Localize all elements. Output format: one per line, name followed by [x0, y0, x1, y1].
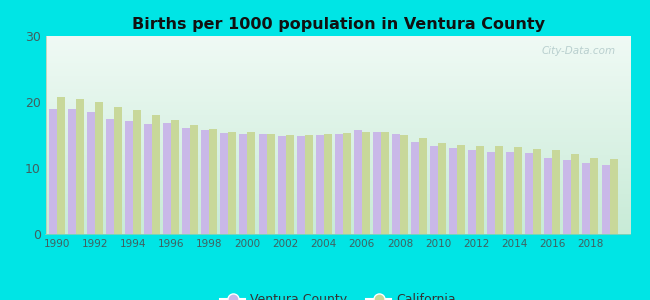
Bar	[468, 149, 476, 234]
Bar	[419, 138, 427, 234]
Bar	[114, 106, 122, 234]
Bar	[57, 98, 65, 234]
Bar	[476, 146, 484, 234]
Bar	[209, 129, 217, 234]
Bar	[324, 134, 332, 234]
Bar	[278, 136, 285, 234]
Bar	[373, 132, 381, 234]
Bar	[133, 110, 141, 234]
Bar	[544, 158, 552, 234]
Bar	[506, 152, 514, 234]
Bar	[514, 147, 522, 234]
Bar	[239, 134, 248, 234]
Bar	[248, 132, 255, 234]
Bar	[392, 134, 400, 234]
Bar	[87, 112, 95, 234]
Bar	[163, 123, 171, 234]
Bar	[335, 134, 343, 234]
Bar	[362, 132, 370, 234]
Bar	[430, 146, 438, 234]
Bar	[296, 136, 305, 234]
Bar	[49, 109, 57, 234]
Bar	[601, 165, 610, 234]
Bar	[411, 142, 419, 234]
Bar	[571, 154, 579, 234]
Bar	[171, 121, 179, 234]
Bar	[190, 125, 198, 234]
Bar	[582, 164, 590, 234]
Legend: Ventura County, California: Ventura County, California	[215, 288, 461, 300]
Bar	[106, 118, 114, 234]
Bar	[305, 135, 313, 234]
Bar	[68, 109, 76, 234]
Bar	[259, 134, 266, 234]
Bar	[610, 159, 617, 234]
Bar	[564, 160, 571, 234]
Bar	[228, 132, 237, 234]
Title: Births per 1000 population in Ventura County: Births per 1000 population in Ventura Co…	[131, 17, 545, 32]
Bar	[220, 133, 228, 234]
Bar	[495, 146, 503, 234]
Bar	[590, 158, 599, 234]
Bar	[525, 153, 533, 234]
Bar	[488, 152, 495, 234]
Bar	[144, 124, 152, 234]
Bar	[438, 143, 446, 234]
Bar	[285, 135, 294, 234]
Bar	[449, 148, 457, 234]
Bar	[202, 130, 209, 234]
Bar	[266, 134, 274, 234]
Bar	[152, 115, 160, 234]
Bar	[95, 102, 103, 234]
Bar	[354, 130, 362, 234]
Bar	[182, 128, 190, 234]
Bar	[381, 132, 389, 234]
Bar	[400, 135, 408, 234]
Bar	[552, 150, 560, 234]
Text: City-Data.com: City-Data.com	[541, 46, 616, 56]
Bar	[457, 145, 465, 234]
Bar	[533, 149, 541, 234]
Bar	[316, 135, 324, 234]
Bar	[76, 99, 84, 234]
Bar	[343, 133, 351, 234]
Bar	[125, 121, 133, 234]
